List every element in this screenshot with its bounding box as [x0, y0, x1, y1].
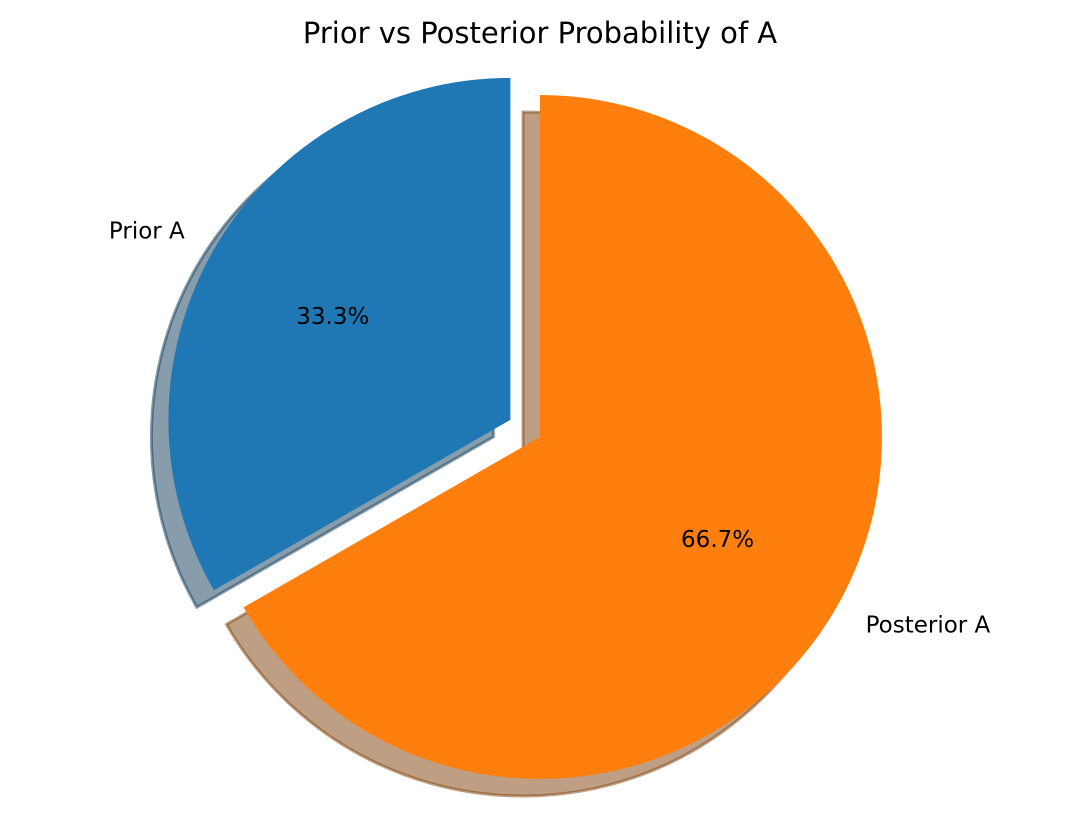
percent-label-posterior-a: 66.7% [681, 527, 754, 553]
slices [168, 77, 882, 780]
slice-label-posterior-a: Posterior A [866, 612, 991, 638]
chart-title: Prior vs Posterior Probability of A [303, 16, 777, 50]
slice-label-prior-a: Prior A [109, 218, 185, 244]
slice-posterior-a [243, 95, 882, 780]
slice-prior-a [168, 77, 511, 591]
slice-labels: Prior A 33.3% Posterior A 66.7% [109, 218, 991, 638]
percent-label-prior-a: 33.3% [296, 304, 369, 330]
